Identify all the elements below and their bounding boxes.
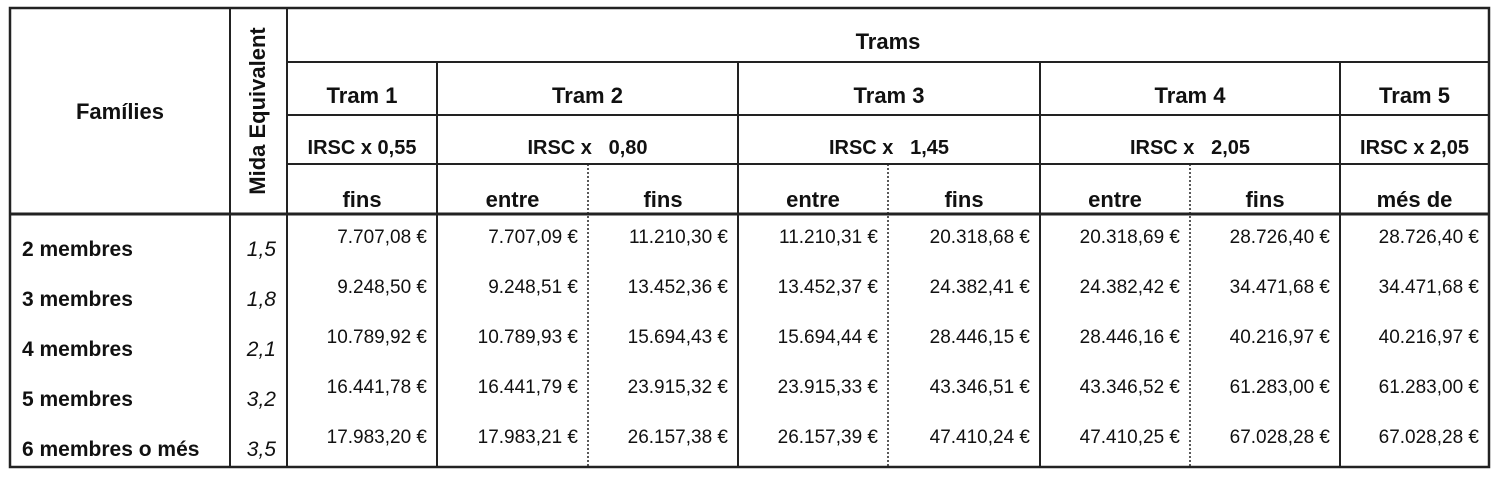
cell-value: 40.216,97 €	[1378, 327, 1479, 348]
row-mida: 1,8	[246, 288, 276, 311]
cell-value: 61.283,00 €	[1378, 377, 1479, 398]
subheader: fins	[643, 187, 683, 212]
cell-value: 28.726,40 €	[1229, 227, 1330, 248]
cell-value: 15.694,44 €	[777, 327, 878, 348]
cell-value: 61.283,00 €	[1229, 377, 1330, 398]
subheader: entre	[1088, 187, 1142, 212]
tram-factor: IRSC x 2,05	[1360, 136, 1469, 159]
cell-value: 11.210,31 €	[779, 227, 878, 248]
cell-value: 24.382,41 €	[929, 277, 1030, 298]
cell-value: 23.915,33 €	[777, 377, 878, 398]
cell-value: 20.318,68 €	[929, 227, 1030, 248]
tram-factor: IRSC x 2,05	[1129, 136, 1251, 159]
cell-value: 67.028,28 €	[1378, 427, 1479, 448]
cell-value: 10.789,93 €	[477, 327, 578, 348]
subheader: entre	[786, 187, 840, 212]
cell-value: 47.410,24 €	[929, 427, 1030, 448]
cell-value: 28.446,15 €	[929, 327, 1030, 348]
cell-value: 17.983,21 €	[477, 427, 578, 448]
cell-value: 34.471,68 €	[1229, 277, 1330, 298]
row-label: 2 membres	[22, 238, 133, 261]
cell-value: 9.248,51 €	[488, 277, 578, 298]
cell-value: 34.471,68 €	[1378, 277, 1479, 298]
cell-value: 15.694,43 €	[627, 327, 728, 348]
cell-value: 11.210,30 €	[629, 227, 728, 248]
row-label: 6 membres o més	[22, 438, 200, 461]
tram-factor: IRSC x 1,45	[828, 136, 950, 159]
row-mida: 3,2	[246, 388, 276, 411]
tram-name: Tram 4	[1154, 83, 1226, 108]
subheader: fins	[1245, 187, 1285, 212]
tram-name: Tram 3	[853, 83, 925, 108]
tram-name: Tram 2	[552, 83, 623, 108]
row-mida: 2,1	[246, 338, 276, 361]
tram-factor: IRSC x 0,55	[307, 136, 417, 159]
row-mida: 1,5	[246, 238, 276, 261]
tram-name: Tram 5	[1379, 83, 1450, 108]
cell-value: 7.707,08 €	[337, 227, 427, 248]
cell-value: 43.346,51 €	[929, 377, 1030, 398]
header-mida: Mida Equivalent	[245, 27, 270, 195]
header-title: Trams	[855, 29, 921, 54]
row-label: 3 membres	[22, 288, 133, 311]
row-mida: 3,5	[246, 438, 276, 461]
cell-value: 20.318,69 €	[1079, 227, 1180, 248]
cell-value: 13.452,37 €	[777, 277, 878, 298]
cell-value: 24.382,42 €	[1079, 277, 1180, 298]
subheader: més de	[1376, 187, 1453, 212]
cell-value: 7.707,09 €	[488, 227, 578, 248]
tram-name: Tram 1	[326, 83, 398, 108]
tram-factor: IRSC x 0,80	[527, 136, 648, 159]
row-label: 5 membres	[22, 388, 133, 411]
cell-value: 40.216,97 €	[1229, 327, 1330, 348]
cell-value: 67.028,28 €	[1229, 427, 1330, 448]
cell-value: 16.441,78 €	[326, 377, 427, 398]
cell-value: 17.983,20 €	[326, 427, 427, 448]
cell-value: 26.157,39 €	[777, 427, 878, 448]
cell-value: 16.441,79 €	[477, 377, 578, 398]
cell-value: 9.248,50 €	[337, 277, 427, 298]
cell-value: 43.346,52 €	[1079, 377, 1180, 398]
cell-value: 28.446,16 €	[1079, 327, 1180, 348]
cell-value: 28.726,40 €	[1378, 227, 1479, 248]
cell-value: 47.410,25 €	[1079, 427, 1180, 448]
subheader: fins	[342, 187, 382, 212]
subheader: entre	[485, 187, 540, 212]
cell-value: 26.157,38 €	[627, 427, 728, 448]
cell-value: 10.789,92 €	[326, 327, 427, 348]
cell-value: 13.452,36 €	[627, 277, 728, 298]
subheader: fins	[944, 187, 984, 212]
row-label: 4 membres	[22, 338, 133, 361]
header-families: Famílies	[75, 99, 165, 124]
cell-value: 23.915,32 €	[627, 377, 728, 398]
